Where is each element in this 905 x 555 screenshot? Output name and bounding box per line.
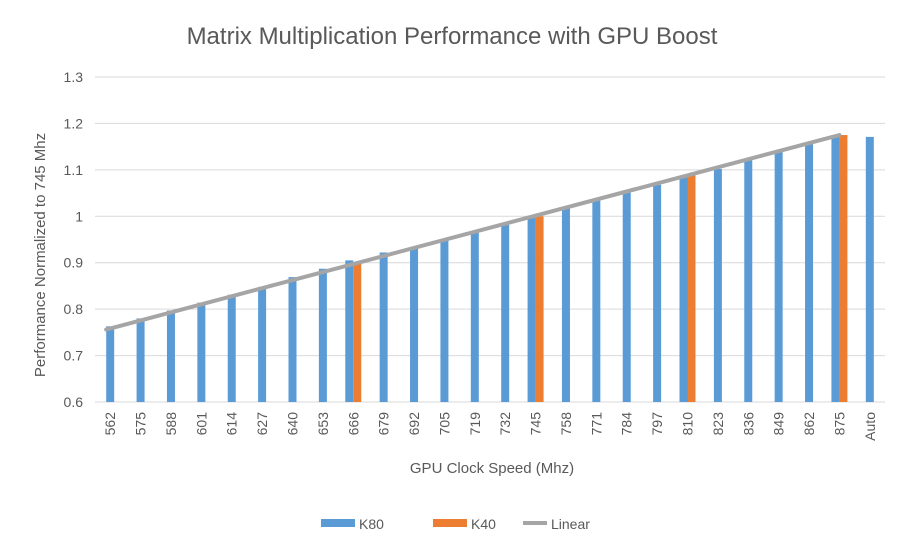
bar-k80 — [713, 168, 722, 402]
x-axis-title: GPU Clock Speed (Mhz) — [410, 460, 574, 477]
x-tick-label: 666 — [345, 412, 361, 436]
bar-k80 — [561, 208, 570, 402]
bar-k80 — [258, 286, 267, 402]
y-tick-label: 0.8 — [64, 301, 84, 317]
linear-line — [104, 133, 842, 332]
x-tick-label: 719 — [467, 412, 483, 436]
bar-k80 — [379, 252, 388, 402]
bar-k80 — [592, 200, 601, 402]
bar-k40 — [839, 135, 848, 403]
linear-series — [104, 133, 842, 332]
bar-k80 — [136, 318, 145, 402]
x-tick-label: 823 — [710, 412, 726, 436]
x-tick-label: 784 — [619, 412, 635, 436]
y-tick-label: 0.7 — [64, 348, 84, 364]
bar-k80 — [197, 302, 206, 402]
bar-k80 — [318, 268, 327, 402]
legend-swatch — [321, 519, 355, 527]
y-axis-ticks: 0.6 0.7 0.8 0.9 1 1.1 1.2 1.3 — [64, 69, 84, 410]
x-tick-label: 679 — [376, 412, 392, 436]
bar-k80 — [774, 151, 783, 402]
x-tick-label: 836 — [740, 412, 756, 436]
bar-k80 — [166, 310, 175, 402]
x-tick-label: 758 — [558, 412, 574, 436]
y-tick-label: 0.6 — [64, 394, 84, 410]
x-tick-label: 627 — [254, 412, 270, 436]
bar-k80 — [501, 224, 510, 402]
x-tick-label: 797 — [649, 412, 665, 436]
legend: K80 K40 Linear — [321, 516, 590, 532]
x-tick-label: 692 — [406, 412, 422, 436]
bar-k80 — [288, 277, 297, 402]
bar-k80 — [622, 192, 631, 402]
bar-k80 — [865, 136, 874, 402]
legend-label: K40 — [471, 516, 496, 532]
bar-k40 — [353, 263, 362, 402]
bar-k40 — [535, 216, 544, 402]
y-tick-label: 1.2 — [64, 115, 84, 131]
bar-k80 — [227, 294, 236, 402]
y-tick-label: 0.9 — [64, 255, 84, 271]
gridlines — [95, 76, 885, 403]
x-axis-ticks: 562 575 588 601 614 627 640 653 666 679 692 705 719 7… — [102, 412, 878, 441]
y-axis-title: Performance Normalized to 745 Mhz — [32, 133, 49, 377]
legend-label: Linear — [551, 516, 590, 532]
x-tick-label: 640 — [285, 412, 301, 436]
bar-k80 — [653, 184, 662, 402]
bar-k80 — [527, 216, 536, 402]
x-tick-label: 810 — [680, 412, 696, 436]
x-tick-label: 601 — [193, 412, 209, 436]
x-tick-label: 862 — [801, 412, 817, 436]
x-tick-label: 875 — [831, 412, 847, 436]
legend-swatch — [433, 519, 467, 527]
bar-k80 — [805, 143, 814, 402]
chart-title: Matrix Multiplication Performance with G… — [187, 23, 718, 50]
bar-k80 — [470, 232, 479, 402]
bar-k80 — [410, 248, 419, 402]
bar-k80 — [106, 326, 115, 402]
x-tick-label: Auto — [862, 412, 878, 441]
x-tick-label: 732 — [497, 412, 513, 436]
bar-k80 — [345, 260, 354, 402]
bar-k40 — [687, 175, 696, 402]
y-tick-label: 1.1 — [64, 162, 84, 178]
bar-k80 — [831, 135, 840, 403]
x-tick-label: 614 — [224, 412, 240, 436]
x-tick-label: 849 — [771, 412, 787, 436]
x-tick-label: 562 — [102, 412, 118, 436]
x-tick-label: 588 — [163, 412, 179, 436]
bar-k80 — [744, 159, 753, 402]
x-tick-label: 771 — [588, 412, 604, 436]
x-tick-label: 575 — [133, 412, 149, 436]
x-tick-label: 653 — [315, 412, 331, 436]
bar-k80 — [679, 176, 688, 402]
x-tick-label: 745 — [528, 412, 544, 436]
x-tick-label: 705 — [436, 412, 452, 436]
bars — [106, 135, 874, 403]
y-tick-label: 1.3 — [64, 69, 84, 85]
y-tick-label: 1 — [75, 208, 83, 224]
bar-k80 — [440, 240, 449, 402]
legend-label: K80 — [359, 516, 384, 532]
